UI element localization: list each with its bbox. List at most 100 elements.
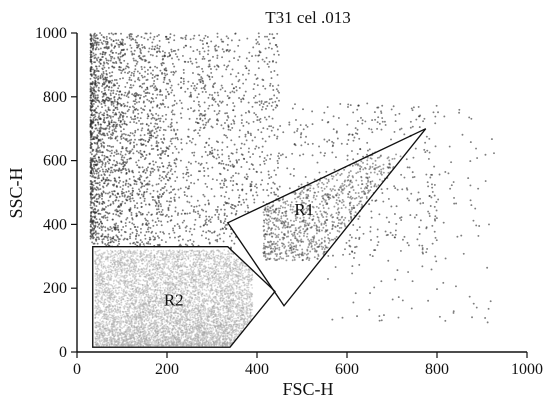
data-point-r1 <box>271 235 274 238</box>
data-point-dark <box>211 149 214 152</box>
data-point-dark <box>145 123 148 126</box>
data-point-r1 <box>281 211 284 214</box>
data-point-dark <box>132 111 135 114</box>
data-point-dark <box>101 51 104 53</box>
data-point-r1 <box>369 189 372 192</box>
data-point-dark <box>250 180 253 183</box>
data-point-dark <box>221 56 224 59</box>
data-point-r1 <box>302 234 305 237</box>
data-point-dark <box>145 92 148 95</box>
data-point-dark <box>120 234 123 237</box>
data-point-dark <box>233 122 236 125</box>
data-point-dark <box>376 228 379 231</box>
data-point-dark <box>109 203 112 206</box>
data-point-r1 <box>315 225 318 228</box>
data-point-dark <box>131 197 134 200</box>
data-point-dark <box>276 135 279 138</box>
data-point-dark <box>214 49 217 52</box>
data-point-dark <box>139 117 142 120</box>
data-point-dark <box>118 59 121 62</box>
data-point-dark <box>109 94 112 97</box>
data-point-dark <box>128 150 131 153</box>
data-point-dark <box>104 57 107 60</box>
data-point-dark <box>229 179 232 182</box>
data-point-dark <box>213 230 216 233</box>
data-point-dark <box>120 72 123 74</box>
data-point-dark <box>108 81 111 84</box>
data-point-dark <box>89 151 92 154</box>
data-point-dark <box>162 165 165 168</box>
data-point-r1 <box>335 173 338 176</box>
data-point-dark <box>126 81 129 84</box>
data-point-dark <box>418 244 421 247</box>
data-point-dark <box>138 210 141 213</box>
data-point-dark <box>94 225 97 228</box>
data-point-dark <box>124 224 127 227</box>
data-point-dark <box>248 168 251 171</box>
data-point-dark <box>318 145 320 148</box>
data-point-dark <box>217 112 220 115</box>
data-point-dark <box>135 183 138 186</box>
data-point-r1 <box>284 206 287 209</box>
data-point-dark <box>216 210 219 213</box>
data-point-dark <box>207 202 210 205</box>
data-point-dark <box>113 96 116 99</box>
data-point-dark <box>100 229 103 231</box>
data-point-dark <box>256 194 259 197</box>
data-point-dark <box>133 223 135 226</box>
data-point-dark <box>249 132 252 135</box>
data-point-dark <box>166 73 169 76</box>
data-point-dark <box>200 87 203 90</box>
data-point-dark <box>146 169 148 172</box>
data-point-dark <box>400 173 403 176</box>
data-point-dark <box>173 161 176 164</box>
data-point-dark <box>90 59 93 61</box>
data-point-dark <box>378 213 381 216</box>
data-point-dark <box>171 113 174 116</box>
data-point-dark <box>177 58 180 61</box>
data-point-dark <box>195 121 197 124</box>
data-point-dark <box>193 34 196 37</box>
data-point-dark <box>161 187 164 189</box>
data-point-dark <box>202 82 205 85</box>
data-point-dark <box>166 147 169 149</box>
data-point-r1 <box>352 204 355 207</box>
data-point-r1 <box>347 184 350 187</box>
data-point-dark <box>399 249 402 252</box>
data-point-dark <box>147 226 150 229</box>
data-point-dark <box>97 197 100 200</box>
data-point-dark <box>135 122 138 125</box>
data-point-r1 <box>341 192 344 195</box>
data-point-dark <box>93 155 96 158</box>
data-point-dark <box>428 195 431 197</box>
data-point-dark <box>142 155 144 158</box>
data-point-dark <box>221 48 224 51</box>
data-point-dark <box>134 59 137 62</box>
data-point-dark <box>141 82 144 85</box>
data-point-dark <box>98 149 101 152</box>
data-point-dark <box>132 57 135 60</box>
data-point-dark <box>166 178 169 181</box>
data-point-dark <box>115 39 118 42</box>
data-point-dark <box>199 78 202 81</box>
data-point-dark <box>348 133 351 136</box>
data-point-dark <box>209 221 212 224</box>
data-point-dark <box>255 145 258 148</box>
data-point-r1 <box>307 194 309 196</box>
data-point-dark <box>149 85 152 88</box>
data-point-dark <box>174 145 177 148</box>
data-point-dark <box>434 145 437 148</box>
data-point-r1 <box>266 205 269 208</box>
data-point-dark <box>127 134 130 137</box>
data-point-dark <box>101 154 104 157</box>
data-point-dark <box>246 175 249 178</box>
data-point-dark <box>381 117 384 120</box>
data-point-dark <box>187 108 190 111</box>
data-point-r1 <box>376 156 379 159</box>
data-point-dark <box>138 193 140 196</box>
data-point-dark <box>176 223 179 226</box>
data-point-r1 <box>310 238 313 241</box>
data-point-r1 <box>350 206 353 209</box>
data-point-dark <box>371 131 374 134</box>
data-point-r1 <box>278 238 281 241</box>
